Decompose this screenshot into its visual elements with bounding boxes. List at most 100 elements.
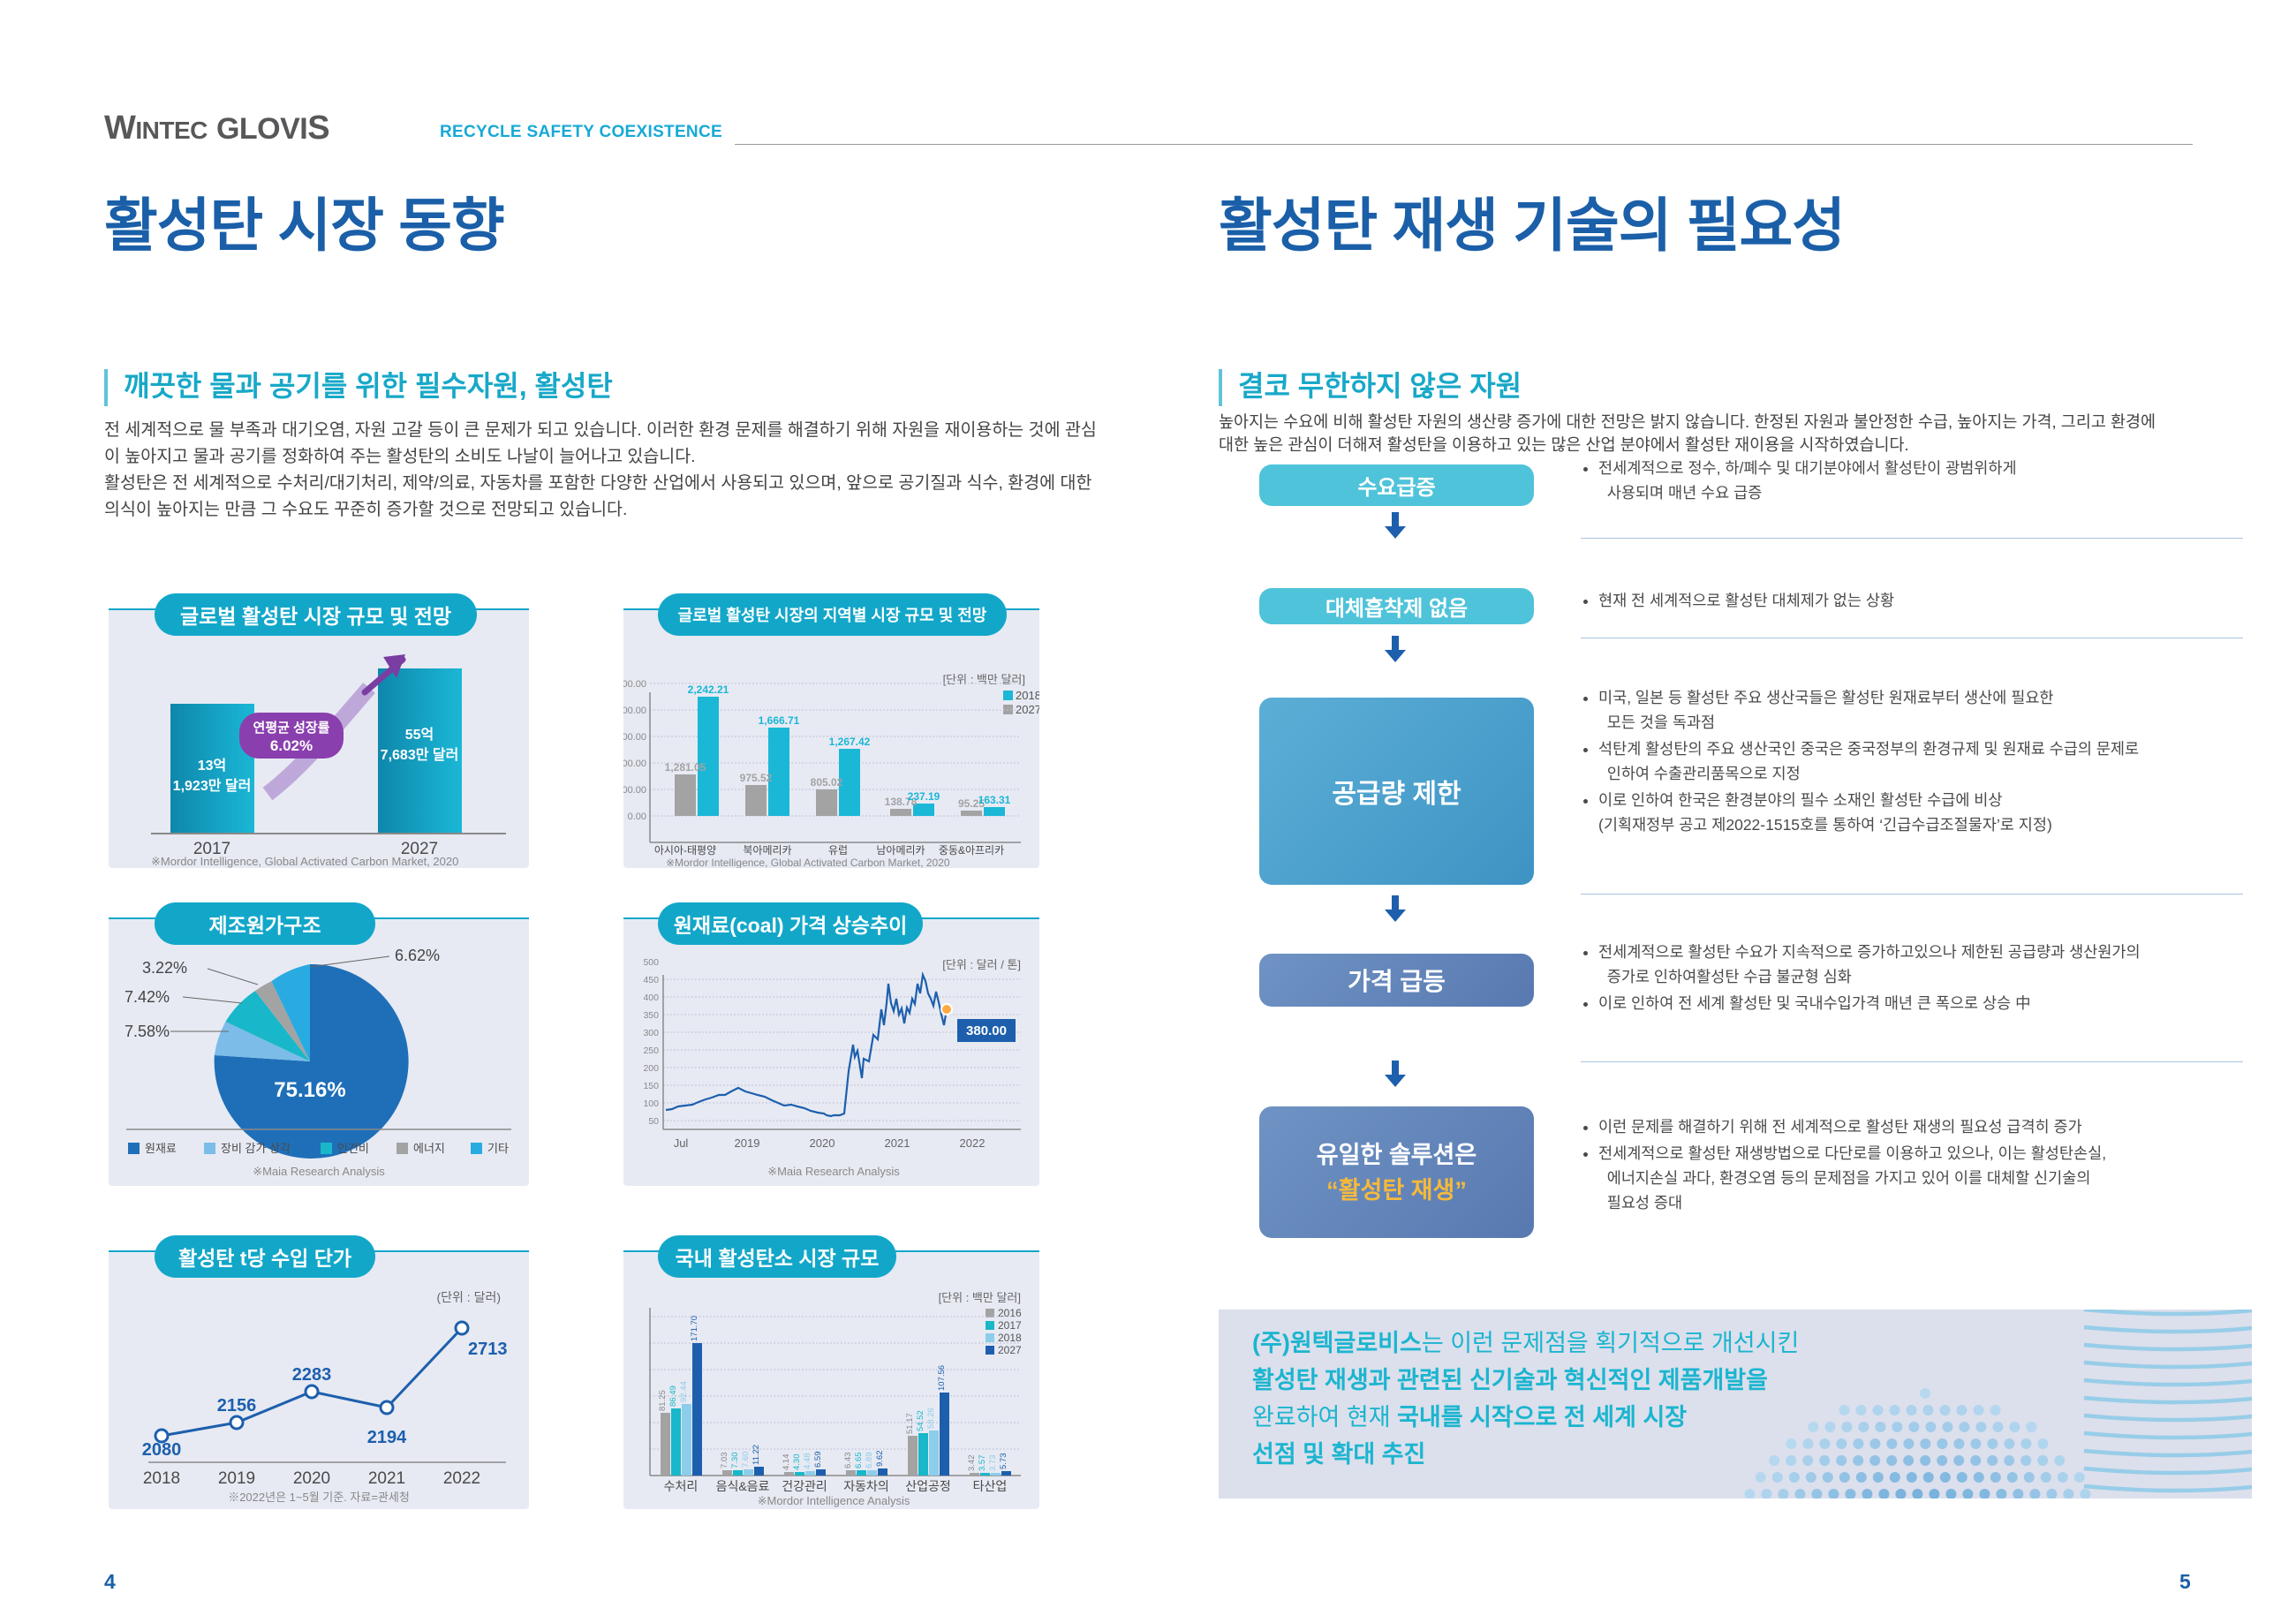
svg-text:유럽: 유럽 xyxy=(828,844,848,857)
svg-text:150: 150 xyxy=(643,1081,659,1091)
svg-text:2016: 2016 xyxy=(998,1307,1022,1319)
svg-text:54.52: 54.52 xyxy=(916,1410,925,1431)
svg-text:7.03: 7.03 xyxy=(720,1453,729,1469)
svg-text:450: 450 xyxy=(643,975,659,985)
svg-text:[단위 : 백만 달러]: [단위 : 백만 달러] xyxy=(943,673,1025,686)
svg-text:55억: 55억 xyxy=(405,726,434,743)
svg-text:자동차의: 자동차의 xyxy=(843,1479,889,1493)
svg-text:4.14: 4.14 xyxy=(782,1454,791,1471)
svg-text:※2022년은 1~5월 기준. 자료=관세청: ※2022년은 1~5월 기준. 자료=관세청 xyxy=(228,1491,410,1504)
svg-text:380.00: 380.00 xyxy=(966,1023,1007,1038)
svg-text:11.22: 11.22 xyxy=(751,1445,761,1465)
svg-text:※Mordor Intelligence Analysis: ※Mordor Intelligence Analysis xyxy=(758,1494,910,1507)
svg-text:1,500.00: 1,500.00 xyxy=(623,732,646,743)
svg-text:0.00: 0.00 xyxy=(628,812,646,822)
svg-text:163.31: 163.31 xyxy=(978,794,1011,806)
svg-text:2,000.00: 2,000.00 xyxy=(623,706,646,716)
svg-text:1,923만 달러: 1,923만 달러 xyxy=(173,777,252,794)
svg-text:2713: 2713 xyxy=(468,1340,508,1359)
svg-text:산업공정: 산업공정 xyxy=(905,1479,951,1493)
svg-text:92.44: 92.44 xyxy=(679,1381,689,1402)
svg-text:2020: 2020 xyxy=(810,1136,835,1150)
svg-text:원재료: 원재료 xyxy=(145,1142,177,1155)
svg-text:171.70: 171.70 xyxy=(690,1316,699,1341)
svg-text:805.02: 805.02 xyxy=(811,776,843,789)
svg-text:※Mordor Intelligence, Global A: ※Mordor Intelligence, Global Activated C… xyxy=(666,857,950,868)
svg-text:2021: 2021 xyxy=(368,1469,405,1488)
svg-text:건강관리: 건강관리 xyxy=(782,1479,827,1493)
svg-text:수처리: 수처리 xyxy=(664,1479,699,1493)
svg-text:107.56: 107.56 xyxy=(937,1365,947,1391)
svg-text:6.62%: 6.62% xyxy=(395,947,440,964)
svg-text:2018: 2018 xyxy=(1016,689,1039,702)
svg-text:6.65: 6.65 xyxy=(854,1453,864,1469)
svg-text:※Maia Research Analysis: ※Maia Research Analysis xyxy=(767,1165,900,1178)
svg-text:81.25: 81.25 xyxy=(658,1390,668,1411)
svg-text:아시아-태평양: 아시아-태평양 xyxy=(654,844,716,857)
svg-text:7.60: 7.60 xyxy=(741,1452,751,1468)
svg-text:51.17: 51.17 xyxy=(905,1413,915,1434)
svg-text:13억: 13억 xyxy=(198,757,227,774)
svg-text:2018: 2018 xyxy=(998,1332,1022,1344)
svg-text:3.73: 3.73 xyxy=(988,1455,998,1472)
svg-text:타산업: 타산업 xyxy=(973,1479,1008,1493)
svg-text:2027: 2027 xyxy=(1016,703,1039,716)
svg-text:북아메리카: 북아메리카 xyxy=(743,844,791,857)
svg-text:4.30: 4.30 xyxy=(792,1454,802,1471)
svg-text:기타: 기타 xyxy=(487,1142,509,1155)
svg-text:중동&아프리카: 중동&아프리카 xyxy=(939,844,1004,857)
svg-text:500.00: 500.00 xyxy=(623,785,646,796)
svg-text:2156: 2156 xyxy=(217,1396,257,1415)
svg-text:3.57: 3.57 xyxy=(978,1455,987,1472)
svg-text:250: 250 xyxy=(643,1046,659,1056)
svg-text:3.42: 3.42 xyxy=(967,1455,977,1472)
svg-text:6.59: 6.59 xyxy=(813,1452,823,1468)
svg-text:500: 500 xyxy=(643,957,659,968)
svg-text:1,281.05: 1,281.05 xyxy=(665,761,706,774)
svg-text:6.02%: 6.02% xyxy=(270,737,313,754)
svg-text:2017: 2017 xyxy=(998,1319,1022,1332)
svg-text:3.22%: 3.22% xyxy=(142,959,187,977)
svg-text:200: 200 xyxy=(643,1063,659,1074)
svg-text:50: 50 xyxy=(648,1116,659,1127)
svg-text:7.30: 7.30 xyxy=(730,1453,740,1469)
svg-text:4.48: 4.48 xyxy=(803,1453,812,1470)
svg-text:※Mordor Intelligence, Global A: ※Mordor Intelligence, Global Activated C… xyxy=(151,855,458,868)
svg-text:[단위 : 달러 / 톤]: [단위 : 달러 / 톤] xyxy=(942,958,1021,971)
svg-text:6.43: 6.43 xyxy=(843,1453,853,1469)
svg-text:400: 400 xyxy=(643,993,659,1003)
svg-text:2019: 2019 xyxy=(218,1469,255,1488)
svg-text:1,666.71: 1,666.71 xyxy=(759,714,800,727)
svg-text:※Maia Research Analysis: ※Maia Research Analysis xyxy=(253,1165,385,1178)
svg-text:음식&음료: 음식&음료 xyxy=(716,1479,770,1493)
svg-text:2,500.00: 2,500.00 xyxy=(623,679,646,690)
svg-text:2,242.21: 2,242.21 xyxy=(688,683,729,696)
svg-text:2080: 2080 xyxy=(142,1440,182,1460)
svg-text:2022: 2022 xyxy=(443,1469,480,1488)
svg-text:9.62: 9.62 xyxy=(875,1451,885,1468)
svg-text:7.58%: 7.58% xyxy=(125,1023,170,1040)
svg-text:2194: 2194 xyxy=(367,1428,407,1447)
svg-text:6.89: 6.89 xyxy=(865,1453,874,1469)
svg-text:2283: 2283 xyxy=(292,1365,332,1385)
svg-text:100: 100 xyxy=(643,1098,659,1109)
svg-text:58.26: 58.26 xyxy=(926,1408,936,1429)
svg-text:장비 감가 상각: 장비 감가 상각 xyxy=(221,1142,291,1155)
svg-text:에너지: 에너지 xyxy=(413,1142,445,1155)
svg-text:2018: 2018 xyxy=(143,1469,180,1488)
svg-text:2020: 2020 xyxy=(293,1469,330,1488)
svg-text:1,267.42: 1,267.42 xyxy=(829,736,871,748)
svg-text:남아메리카: 남아메리카 xyxy=(876,844,925,857)
svg-text:연평균 성장률: 연평균 성장률 xyxy=(253,720,330,736)
svg-text:86.49: 86.49 xyxy=(668,1385,678,1407)
svg-text:7.42%: 7.42% xyxy=(125,988,170,1006)
svg-text:5.73: 5.73 xyxy=(999,1453,1008,1470)
svg-text:인건비: 인건비 xyxy=(337,1142,369,1155)
svg-text:Jul: Jul xyxy=(674,1136,689,1150)
svg-text:(단위 : 달러): (단위 : 달러) xyxy=(436,1290,501,1304)
svg-text:2027: 2027 xyxy=(998,1344,1022,1356)
svg-text:350: 350 xyxy=(643,1010,659,1021)
svg-text:75.16%: 75.16% xyxy=(274,1078,345,1102)
svg-text:300: 300 xyxy=(643,1028,659,1038)
svg-text:975.52: 975.52 xyxy=(740,772,773,784)
